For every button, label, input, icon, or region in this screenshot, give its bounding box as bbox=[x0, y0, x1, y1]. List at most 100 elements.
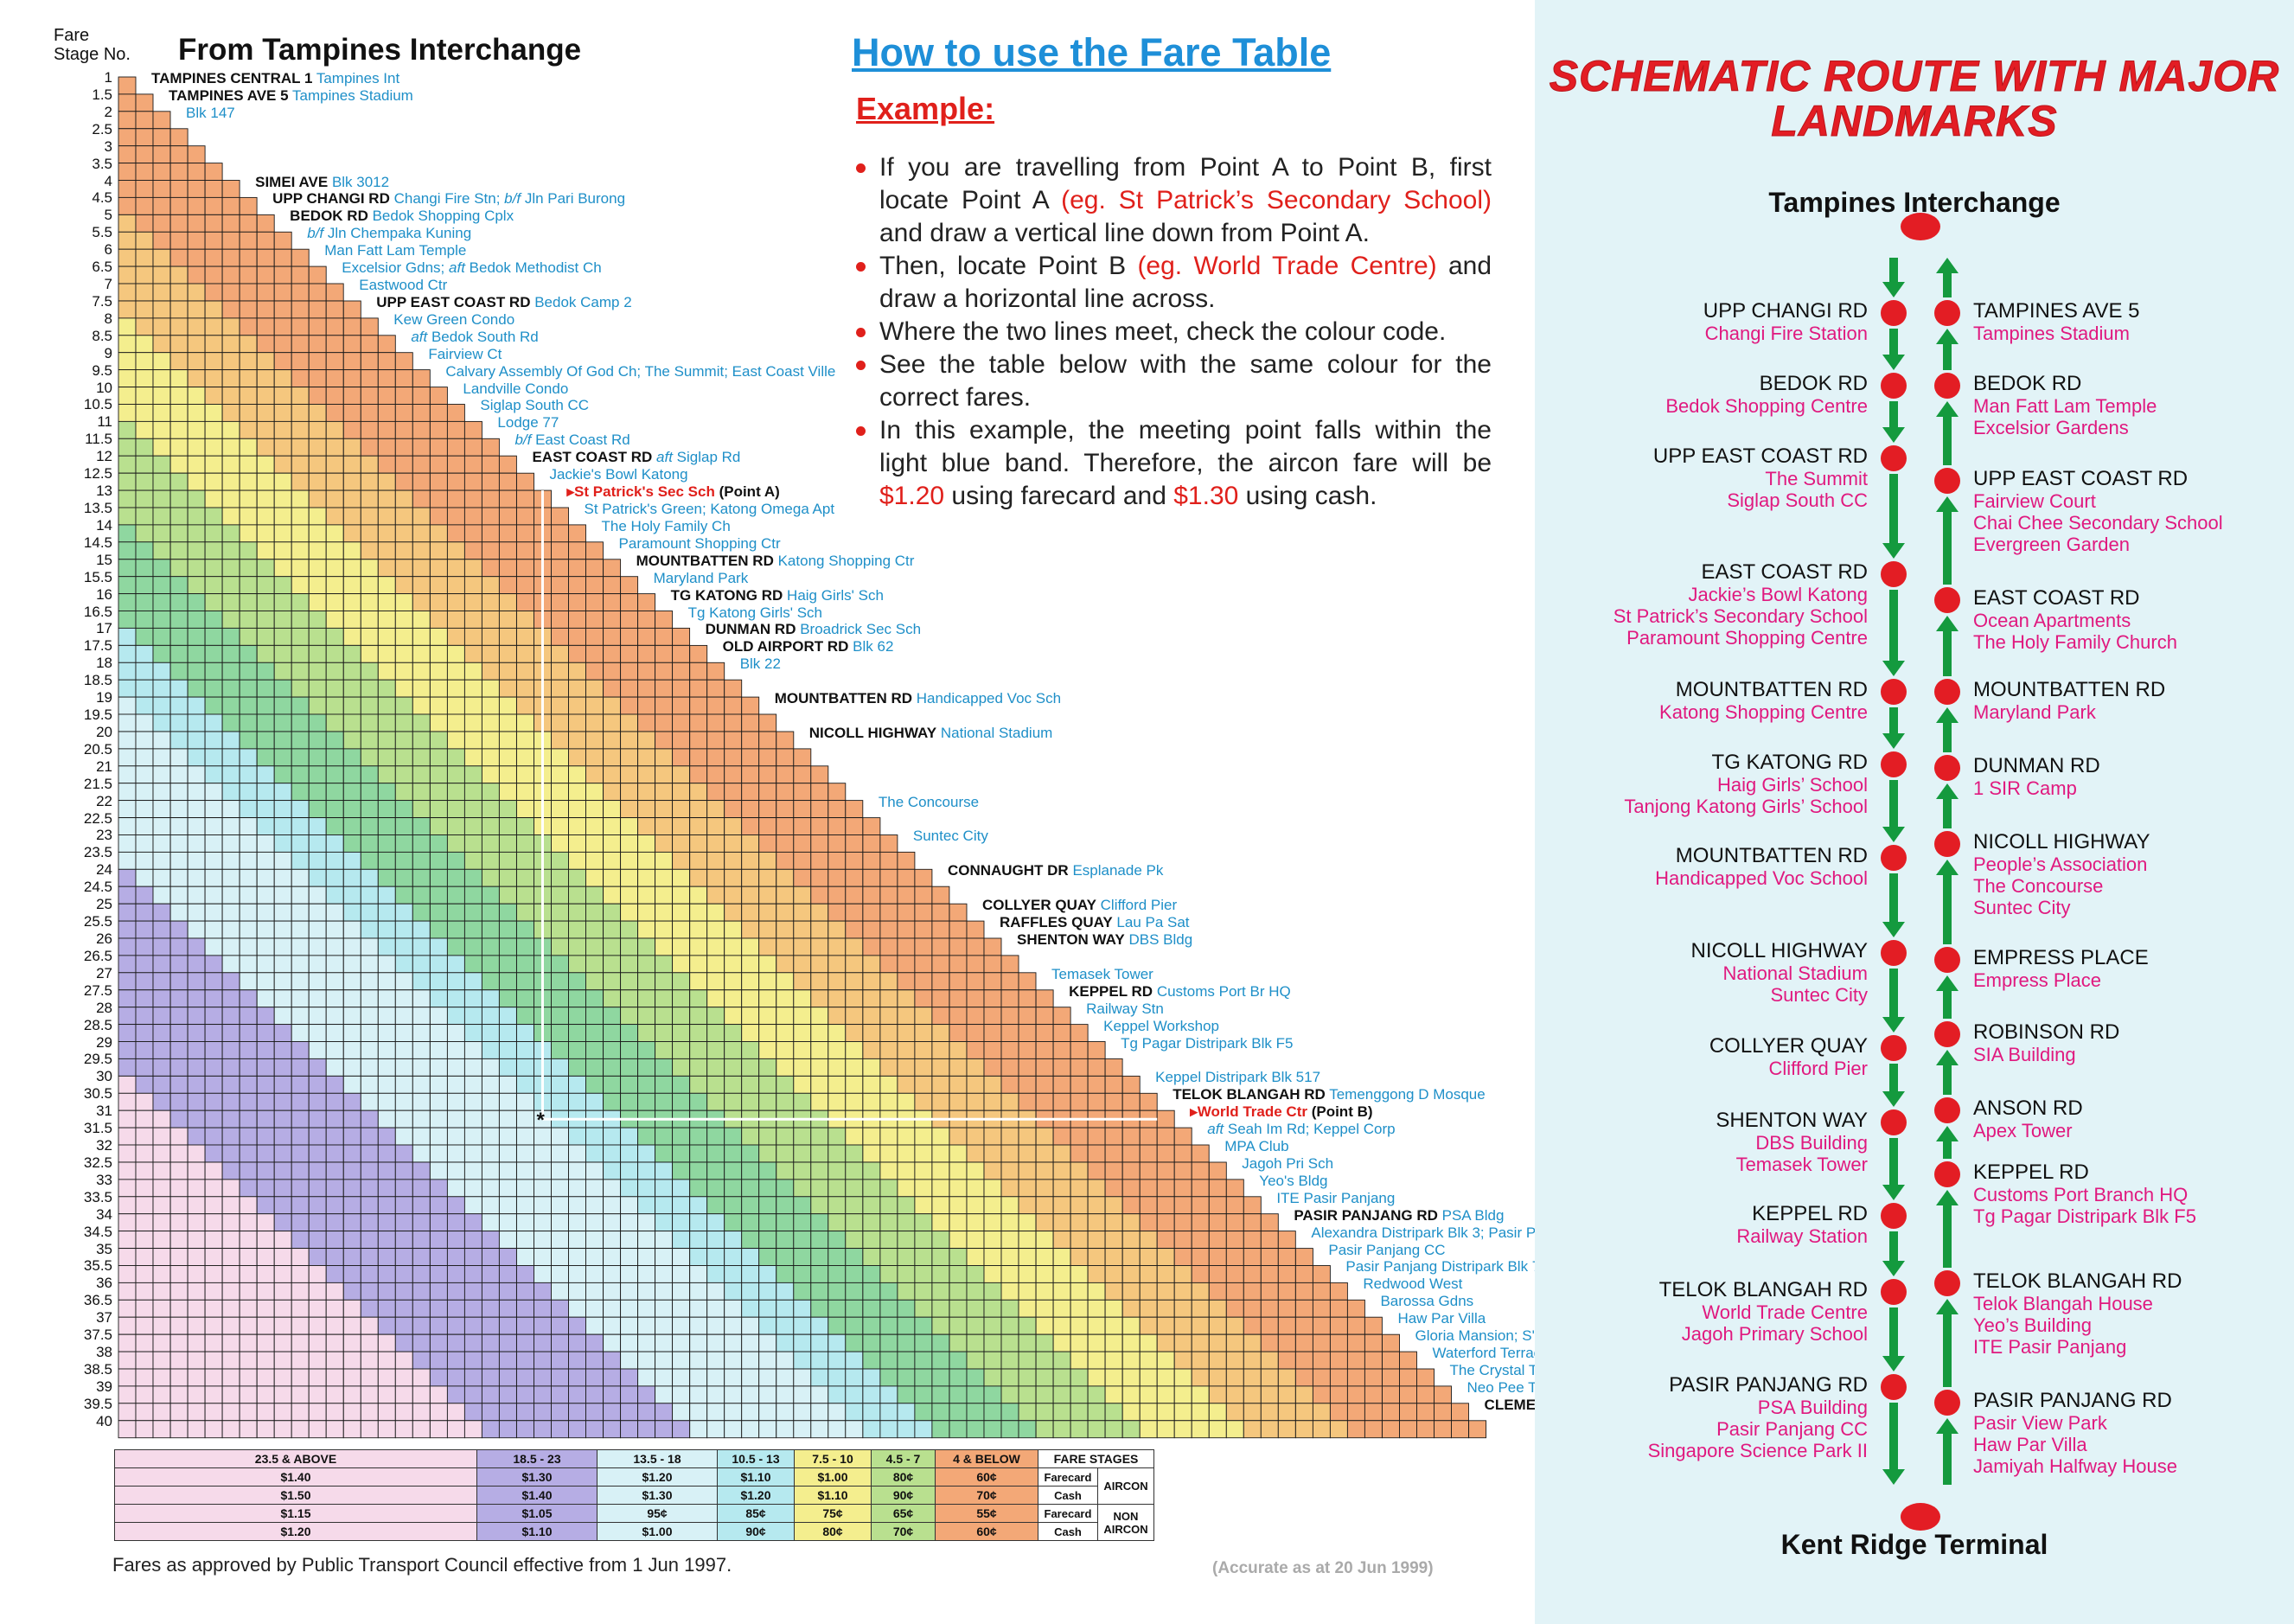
fare-cell bbox=[256, 1265, 275, 1283]
fare-cell bbox=[481, 1248, 500, 1266]
fare-cell bbox=[585, 1024, 604, 1042]
fare-cell bbox=[273, 834, 292, 853]
fare-cell bbox=[377, 851, 396, 870]
fare-cell bbox=[394, 1007, 413, 1026]
fare-cell bbox=[291, 524, 310, 543]
fare-cell bbox=[135, 1316, 154, 1335]
fare-cell bbox=[377, 507, 396, 526]
fare-cell bbox=[342, 1058, 361, 1077]
fare-cell bbox=[603, 627, 622, 646]
fare-cell bbox=[1139, 1248, 1158, 1266]
stop-label: Jagoh Pri Sch bbox=[1242, 1154, 1334, 1172]
fare-cell bbox=[273, 369, 292, 387]
fare-cell bbox=[463, 559, 482, 578]
left-route-stop: TG KATONG RD Haig Girls’ School Tanjong Ka… bbox=[1470, 751, 1868, 818]
fare-cell bbox=[377, 937, 396, 956]
fare-cell bbox=[551, 679, 569, 698]
fare-cell bbox=[1052, 1075, 1071, 1094]
legend-header: 4 & BELOW bbox=[935, 1449, 1038, 1468]
fare-cell bbox=[983, 1299, 1002, 1318]
fare-cell bbox=[1035, 1248, 1054, 1266]
fare-cell bbox=[221, 576, 240, 595]
up-arrow-icon bbox=[1936, 496, 1959, 585]
fare-cell bbox=[689, 800, 708, 818]
fare-cell bbox=[620, 662, 639, 681]
fare-cell bbox=[135, 713, 154, 732]
fare-cell bbox=[187, 1282, 206, 1301]
fare-cell bbox=[169, 851, 189, 870]
fare-cell bbox=[1018, 989, 1037, 1008]
meeting-point-marker: * bbox=[536, 1109, 545, 1132]
fare-cell bbox=[187, 662, 206, 681]
fare-value: $1.20 bbox=[597, 1467, 718, 1487]
fare-cell bbox=[741, 1213, 760, 1232]
fare-cell bbox=[568, 662, 586, 681]
fare-cell bbox=[342, 834, 361, 853]
fare-cell bbox=[603, 937, 622, 956]
fare-cell bbox=[412, 404, 431, 422]
fare-cell bbox=[637, 1127, 656, 1146]
howto-instructions: If you are travelling from Point A to Po… bbox=[856, 151, 1492, 513]
fare-cell bbox=[446, 920, 465, 939]
fare-cell bbox=[741, 1265, 760, 1283]
fare-cell bbox=[446, 713, 465, 732]
fare-cell bbox=[481, 1299, 500, 1318]
fare-cell bbox=[360, 886, 379, 905]
fare-cell bbox=[620, 611, 639, 629]
fare-cell bbox=[342, 300, 361, 319]
fare-cell bbox=[273, 1144, 292, 1163]
fare-cell bbox=[897, 1041, 916, 1059]
fare-cell bbox=[845, 937, 864, 956]
fare-cell bbox=[291, 920, 310, 939]
bullet-icon bbox=[856, 328, 866, 337]
fare-cell bbox=[291, 868, 310, 887]
fare-cell bbox=[239, 1385, 258, 1404]
fare-cell bbox=[204, 196, 223, 215]
fare-cell bbox=[1052, 1196, 1071, 1215]
fare-cell bbox=[446, 817, 465, 835]
bottom-terminal-label: Kent Ridge Terminal bbox=[1780, 1529, 2048, 1560]
fare-cell bbox=[118, 611, 137, 629]
fare-cell bbox=[983, 972, 1002, 991]
fare-cell bbox=[221, 472, 240, 491]
fare-legend-table: 23.5 & ABOVE 18.5 - 23 13.5 - 18 10.5 - 13 7… bbox=[114, 1449, 1155, 1541]
fare-cell bbox=[585, 1368, 604, 1387]
right-route-stop: EMPRESS PLACE Empress Place bbox=[1973, 947, 2294, 992]
fare-cell bbox=[983, 989, 1002, 1008]
fare-cell bbox=[603, 920, 622, 939]
fare-cell bbox=[187, 352, 206, 371]
fare-cell bbox=[152, 283, 171, 302]
stage-number: 19.5 bbox=[83, 707, 112, 724]
fare-cell bbox=[429, 1420, 448, 1439]
fare-cell bbox=[394, 1161, 413, 1180]
stage-number: 28.5 bbox=[83, 1016, 112, 1033]
fare-cell bbox=[342, 920, 361, 939]
fare-cell bbox=[724, 1420, 743, 1439]
fare-cell bbox=[152, 180, 171, 198]
fare-cell bbox=[758, 731, 777, 750]
fare-cell bbox=[828, 834, 847, 853]
fare-cell bbox=[603, 868, 622, 887]
fare-cell bbox=[394, 903, 413, 922]
fare-cell bbox=[655, 834, 674, 853]
fare-cell bbox=[776, 989, 795, 1008]
fare-cell bbox=[429, 783, 448, 802]
fare-cell bbox=[724, 783, 743, 802]
fare-cell bbox=[463, 541, 482, 560]
fare-cell bbox=[204, 817, 223, 835]
fare-cell bbox=[620, 644, 639, 663]
fare-cell bbox=[983, 1368, 1002, 1387]
fare-cell bbox=[637, 713, 656, 732]
fare-cell bbox=[118, 748, 137, 767]
fare-cell bbox=[429, 438, 448, 457]
fare-cell bbox=[914, 1351, 933, 1370]
fare-cell bbox=[1052, 1161, 1071, 1180]
fare-cell bbox=[169, 524, 189, 543]
fare-cell bbox=[1000, 972, 1019, 991]
fare-cell bbox=[169, 145, 189, 164]
fare-cell bbox=[221, 214, 240, 233]
fare-cell bbox=[360, 1058, 379, 1077]
fare-cell bbox=[793, 868, 812, 887]
fare-cell bbox=[273, 231, 292, 250]
fare-cell bbox=[135, 644, 154, 663]
